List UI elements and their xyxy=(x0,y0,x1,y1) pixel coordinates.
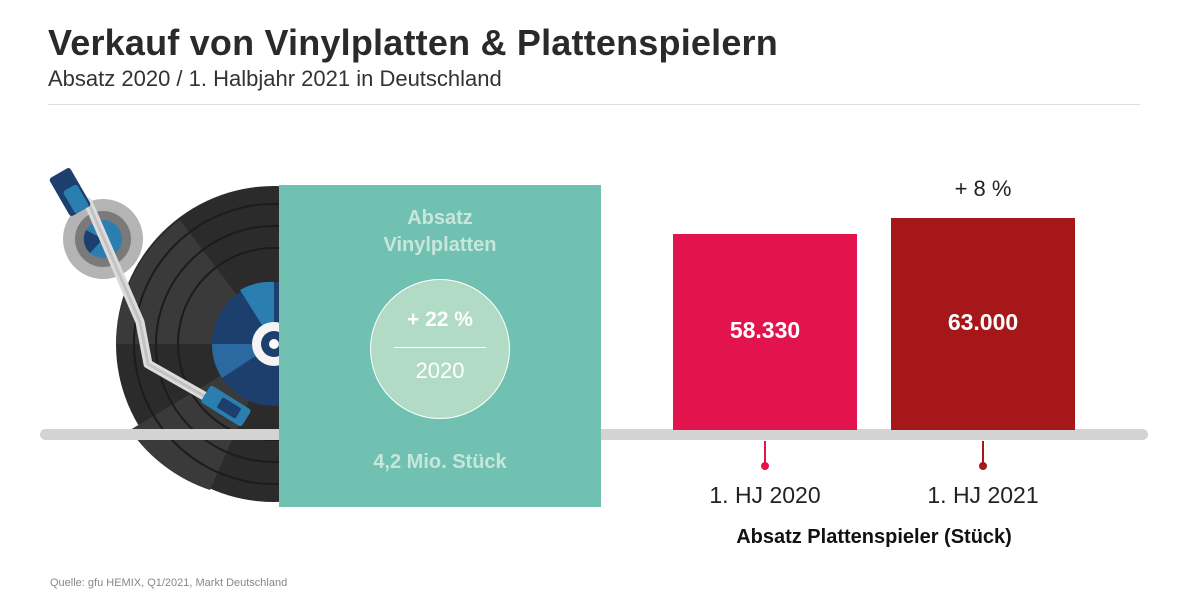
vinyl-growth-value: + 22 % xyxy=(407,308,473,331)
page-subtitle: Absatz 2020 / 1. Halbjahr 2021 in Deutsc… xyxy=(48,66,502,91)
source-note: Quelle: gfu HEMIX, Q1/2021, Markt Deutsc… xyxy=(50,577,288,589)
vinyl-growth-year: 2020 xyxy=(415,358,465,383)
circle-divider xyxy=(394,347,486,348)
category-label-2: 1. HJ 2021 xyxy=(927,482,1039,508)
vinyl-volume: 4,2 Mio. Stück xyxy=(373,451,507,473)
vinyl-growth-circle: + 22 % 2020 xyxy=(370,279,510,419)
x-axis-title: Absatz Plattenspieler (Stück) xyxy=(736,526,1012,548)
bar-1 xyxy=(673,234,857,430)
tick-dot-1 xyxy=(761,462,769,470)
vinyl-panel-heading: Absatz Vinylplatten xyxy=(279,205,601,259)
change-label: + 8 % xyxy=(954,176,1012,201)
vinyl-record-icon xyxy=(49,168,279,502)
vinyl-sales-panel: Absatz Vinylplatten + 22 % 2020 4,2 Mio.… xyxy=(279,185,601,507)
page-title: Verkauf von Vinylplatten & Plattenspiele… xyxy=(48,22,778,63)
bar-value-label-1: 58.330 xyxy=(729,317,801,343)
category-label-1: 1. HJ 2020 xyxy=(709,482,821,508)
title-divider xyxy=(48,104,1140,105)
vinyl-label-line1: Absatz xyxy=(407,207,473,229)
vinyl-label-line2: Vinylplatten xyxy=(383,234,497,256)
bar-2 xyxy=(891,218,1075,430)
bar-value-label-2: 63.000 xyxy=(947,309,1019,335)
tick-dot-2 xyxy=(979,462,987,470)
